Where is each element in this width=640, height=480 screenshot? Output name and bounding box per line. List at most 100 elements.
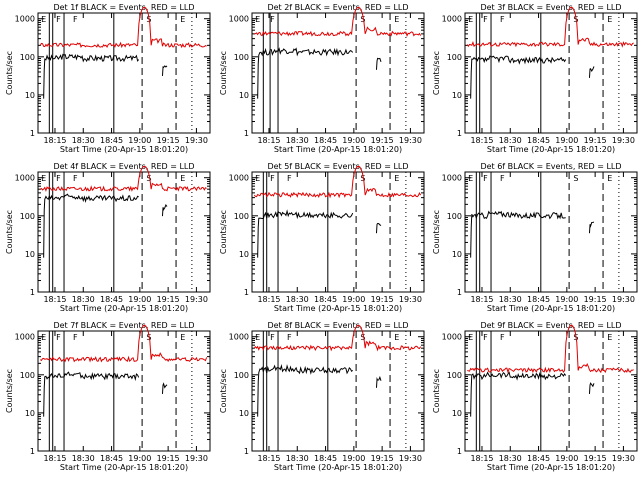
y-tick-label: 100 bbox=[20, 53, 35, 62]
x-axis-label: Start Time (20-Apr-15 18:01:20) bbox=[60, 304, 188, 313]
x-tick-label: 18:30 bbox=[72, 454, 95, 463]
interval-label: F bbox=[270, 174, 275, 183]
events-series-post bbox=[588, 221, 595, 234]
y-tick-label: 100 bbox=[234, 212, 249, 221]
interval-label: E bbox=[255, 333, 260, 342]
x-axis-label: Start Time (20-Apr-15 18:01:20) bbox=[274, 145, 402, 154]
chart-title: Det 1f BLACK = Events, RED = LLD bbox=[53, 3, 194, 12]
x-tick-label: 19:15 bbox=[371, 136, 394, 145]
interval-label: E bbox=[607, 174, 612, 183]
x-tick-label: 19:00 bbox=[128, 454, 151, 463]
y-tick-label: 1000 bbox=[442, 333, 462, 342]
events-series bbox=[257, 47, 354, 99]
interval-label: F bbox=[270, 15, 275, 24]
chart-title: Det 3f BLACK = Events, RED = LLD bbox=[480, 3, 621, 12]
lld-series bbox=[40, 165, 207, 193]
interval-label: E bbox=[180, 174, 185, 183]
y-tick-label: 1 bbox=[30, 288, 35, 297]
events-series bbox=[43, 193, 139, 258]
lld-series bbox=[39, 324, 208, 363]
y-tick-label: 10 bbox=[25, 409, 35, 418]
x-tick-label: 18:15 bbox=[470, 454, 493, 463]
x-tick-label: 19:30 bbox=[185, 136, 208, 145]
chart-panel-9: Det 9f BLACK = Events, RED = LLD 1 10 100 10… bbox=[432, 321, 638, 472]
events-series-post bbox=[375, 57, 382, 70]
interval-label: F bbox=[73, 174, 78, 183]
x-axis-label: Start Time (20-Apr-15 18:01:20) bbox=[60, 463, 188, 472]
y-tick-label: 100 bbox=[447, 371, 462, 380]
x-tick-label: 18:15 bbox=[257, 295, 280, 304]
x-tick-label: 18:45 bbox=[527, 295, 550, 304]
plot-frame bbox=[37, 171, 211, 293]
y-axis-label: Counts/sec bbox=[432, 51, 441, 95]
chart-panel-1: Det 1f BLACK = Events, RED = LLD 1 10 100 10… bbox=[5, 3, 211, 154]
x-tick-label: 19:00 bbox=[555, 454, 578, 463]
y-tick-label: 1 bbox=[30, 447, 35, 456]
events-series bbox=[470, 210, 566, 258]
interval-label: E bbox=[607, 15, 612, 24]
lld-series bbox=[466, 6, 634, 48]
y-tick-label: 100 bbox=[447, 212, 462, 221]
y-tick-label: 1 bbox=[457, 129, 462, 138]
x-tick-label: 19:15 bbox=[157, 295, 180, 304]
interval-label: F bbox=[483, 174, 488, 183]
y-tick-label: 100 bbox=[447, 53, 462, 62]
interval-label: F bbox=[483, 333, 488, 342]
interval-label: E bbox=[468, 174, 473, 183]
events-series bbox=[470, 55, 567, 99]
x-tick-label: 19:00 bbox=[555, 136, 578, 145]
x-tick-label: 19:15 bbox=[157, 454, 180, 463]
chart-panel-3: Det 3f BLACK = Events, RED = LLD 1 10 100 10… bbox=[432, 3, 638, 154]
interval-label: E bbox=[394, 174, 399, 183]
chart-panel-7: Det 7f BLACK = Events, RED = LLD 1 10 100 10… bbox=[5, 321, 211, 472]
plot-frame bbox=[37, 330, 211, 452]
chart-panel-5: Det 5f BLACK = Events, RED = LLD 1 10 100 10… bbox=[219, 162, 425, 313]
x-tick-label: 19:00 bbox=[342, 136, 365, 145]
x-tick-label: 18:15 bbox=[43, 136, 66, 145]
interval-label: E bbox=[607, 333, 612, 342]
interval-label: E bbox=[180, 15, 185, 24]
events-series-post bbox=[161, 65, 168, 76]
events-series bbox=[43, 371, 140, 417]
interval-label: E bbox=[180, 333, 185, 342]
x-axis-label: Start Time (20-Apr-15 18:01:20) bbox=[274, 463, 402, 472]
interval-label: E bbox=[41, 174, 46, 183]
plot-frame bbox=[464, 171, 638, 293]
interval-label: F bbox=[73, 15, 78, 24]
x-tick-label: 18:15 bbox=[470, 136, 493, 145]
interval-label: F bbox=[270, 333, 275, 342]
interval-label: S bbox=[146, 174, 151, 183]
x-tick-label: 18:45 bbox=[314, 136, 337, 145]
y-axis-label: Counts/sec bbox=[5, 210, 14, 254]
y-tick-label: 1000 bbox=[15, 15, 35, 24]
interval-label: F bbox=[73, 333, 78, 342]
x-tick-label: 18:30 bbox=[72, 136, 95, 145]
interval-label: F bbox=[500, 333, 505, 342]
y-tick-label: 1 bbox=[30, 129, 35, 138]
y-axis-label: Counts/sec bbox=[5, 51, 14, 95]
x-tick-label: 18:45 bbox=[100, 454, 123, 463]
lld-series bbox=[253, 324, 422, 352]
x-axis-label: Start Time (20-Apr-15 18:01:20) bbox=[487, 304, 615, 313]
plot-frame bbox=[251, 12, 425, 134]
y-tick-label: 100 bbox=[20, 212, 35, 221]
x-tick-label: 18:30 bbox=[286, 454, 309, 463]
interval-label: E bbox=[255, 174, 260, 183]
x-tick-label: 18:30 bbox=[286, 295, 309, 304]
events-series-post bbox=[161, 382, 168, 394]
y-axis-label: Counts/sec bbox=[219, 51, 228, 95]
y-tick-label: 10 bbox=[25, 250, 35, 259]
interval-label: S bbox=[573, 174, 578, 183]
y-tick-label: 100 bbox=[234, 53, 249, 62]
interval-label: E bbox=[468, 15, 473, 24]
plot-frame bbox=[251, 330, 425, 452]
events-series-post bbox=[588, 66, 595, 78]
interval-label: F bbox=[287, 333, 292, 342]
x-tick-label: 18:30 bbox=[72, 295, 95, 304]
y-axis-label: Counts/sec bbox=[5, 369, 14, 413]
y-axis-label: Counts/sec bbox=[432, 369, 441, 413]
y-tick-label: 1 bbox=[244, 447, 249, 456]
x-tick-label: 19:30 bbox=[612, 295, 635, 304]
chart-title: Det 8f BLACK = Events, RED = LLD bbox=[267, 321, 408, 330]
